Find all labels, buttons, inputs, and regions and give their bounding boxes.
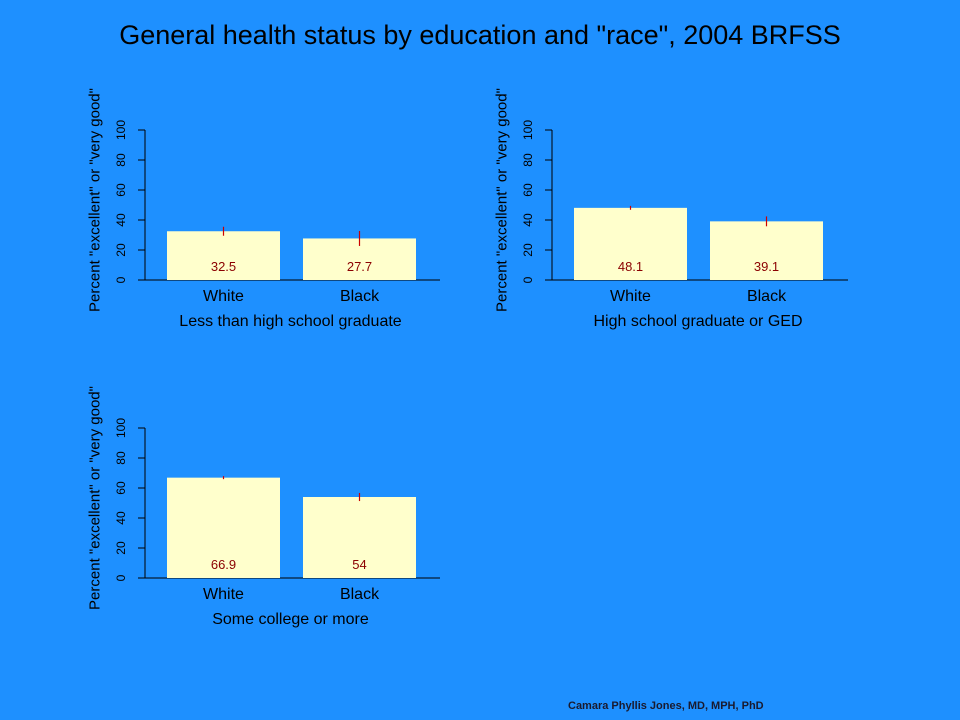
chart-2-category-label-white: White xyxy=(610,288,651,305)
chart-3-category-label-black: Black xyxy=(340,586,380,603)
chart-1-category-label-black: Black xyxy=(340,288,380,305)
chart-1-y-tick-label: 80 xyxy=(114,153,128,167)
chart-1-bar-white xyxy=(167,231,280,280)
chart-1-y-tick-label: 0 xyxy=(114,276,128,283)
chart-3-y-tick-label: 0 xyxy=(114,574,128,581)
chart-3-category-label-white: White xyxy=(203,586,244,603)
chart-3-data-label-black: 54 xyxy=(352,557,366,572)
chart-1-y-tick-label: 40 xyxy=(114,213,128,227)
chart-2-y-axis-title: Percent "excellent" or "very good" xyxy=(494,88,511,312)
chart-3-y-tick-label: 60 xyxy=(114,481,128,495)
chart-2-y-tick-label: 40 xyxy=(521,213,535,227)
chart-2-x-axis-title: High school graduate or GED xyxy=(594,313,803,330)
chart-3-bar-black xyxy=(303,497,416,578)
page-title: General health status by education and "… xyxy=(119,20,841,50)
chart-1-y-tick-label: 60 xyxy=(114,183,128,197)
chart-2-y-tick-label: 100 xyxy=(521,120,535,140)
chart-3-y-tick-label: 80 xyxy=(114,451,128,465)
chart-2-y-tick-label: 80 xyxy=(521,153,535,167)
chart-1-x-axis-title: Less than high school graduate xyxy=(179,313,401,330)
chart-3-bar-white xyxy=(167,477,280,578)
chart-2-y-tick-label: 20 xyxy=(521,243,535,257)
chart-3-y-tick-label: 40 xyxy=(114,511,128,525)
chart-2-category-label-black: Black xyxy=(747,288,787,305)
chart-2-bar-white xyxy=(574,207,687,280)
chart-2-data-label-white: 48.1 xyxy=(618,259,643,274)
chart-1-category-label-white: White xyxy=(203,288,244,305)
chart-2-data-label-black: 39.1 xyxy=(754,259,779,274)
chart-3-y-tick-label: 20 xyxy=(114,541,128,555)
chart-2-y-tick-label: 0 xyxy=(521,276,535,283)
chart-2-y-tick-label: 60 xyxy=(521,183,535,197)
chart-3-data-label-white: 66.9 xyxy=(211,557,236,572)
chart-1-y-axis-title: Percent "excellent" or "very good" xyxy=(87,88,104,312)
chart-3-y-axis-title: Percent "excellent" or "very good" xyxy=(87,386,104,610)
chart-1-data-label-black: 27.7 xyxy=(347,259,372,274)
chart-3-x-axis-title: Some college or more xyxy=(212,611,369,628)
chart-1-y-tick-label: 20 xyxy=(114,243,128,257)
chart-1-y-tick-label: 100 xyxy=(114,120,128,140)
chart-2-bar-black xyxy=(710,221,823,280)
chart-1-data-label-white: 32.5 xyxy=(211,259,236,274)
author-credit: Camara Phyllis Jones, MD, MPH, PhD xyxy=(568,700,764,712)
chart-3-y-tick-label: 100 xyxy=(114,418,128,438)
